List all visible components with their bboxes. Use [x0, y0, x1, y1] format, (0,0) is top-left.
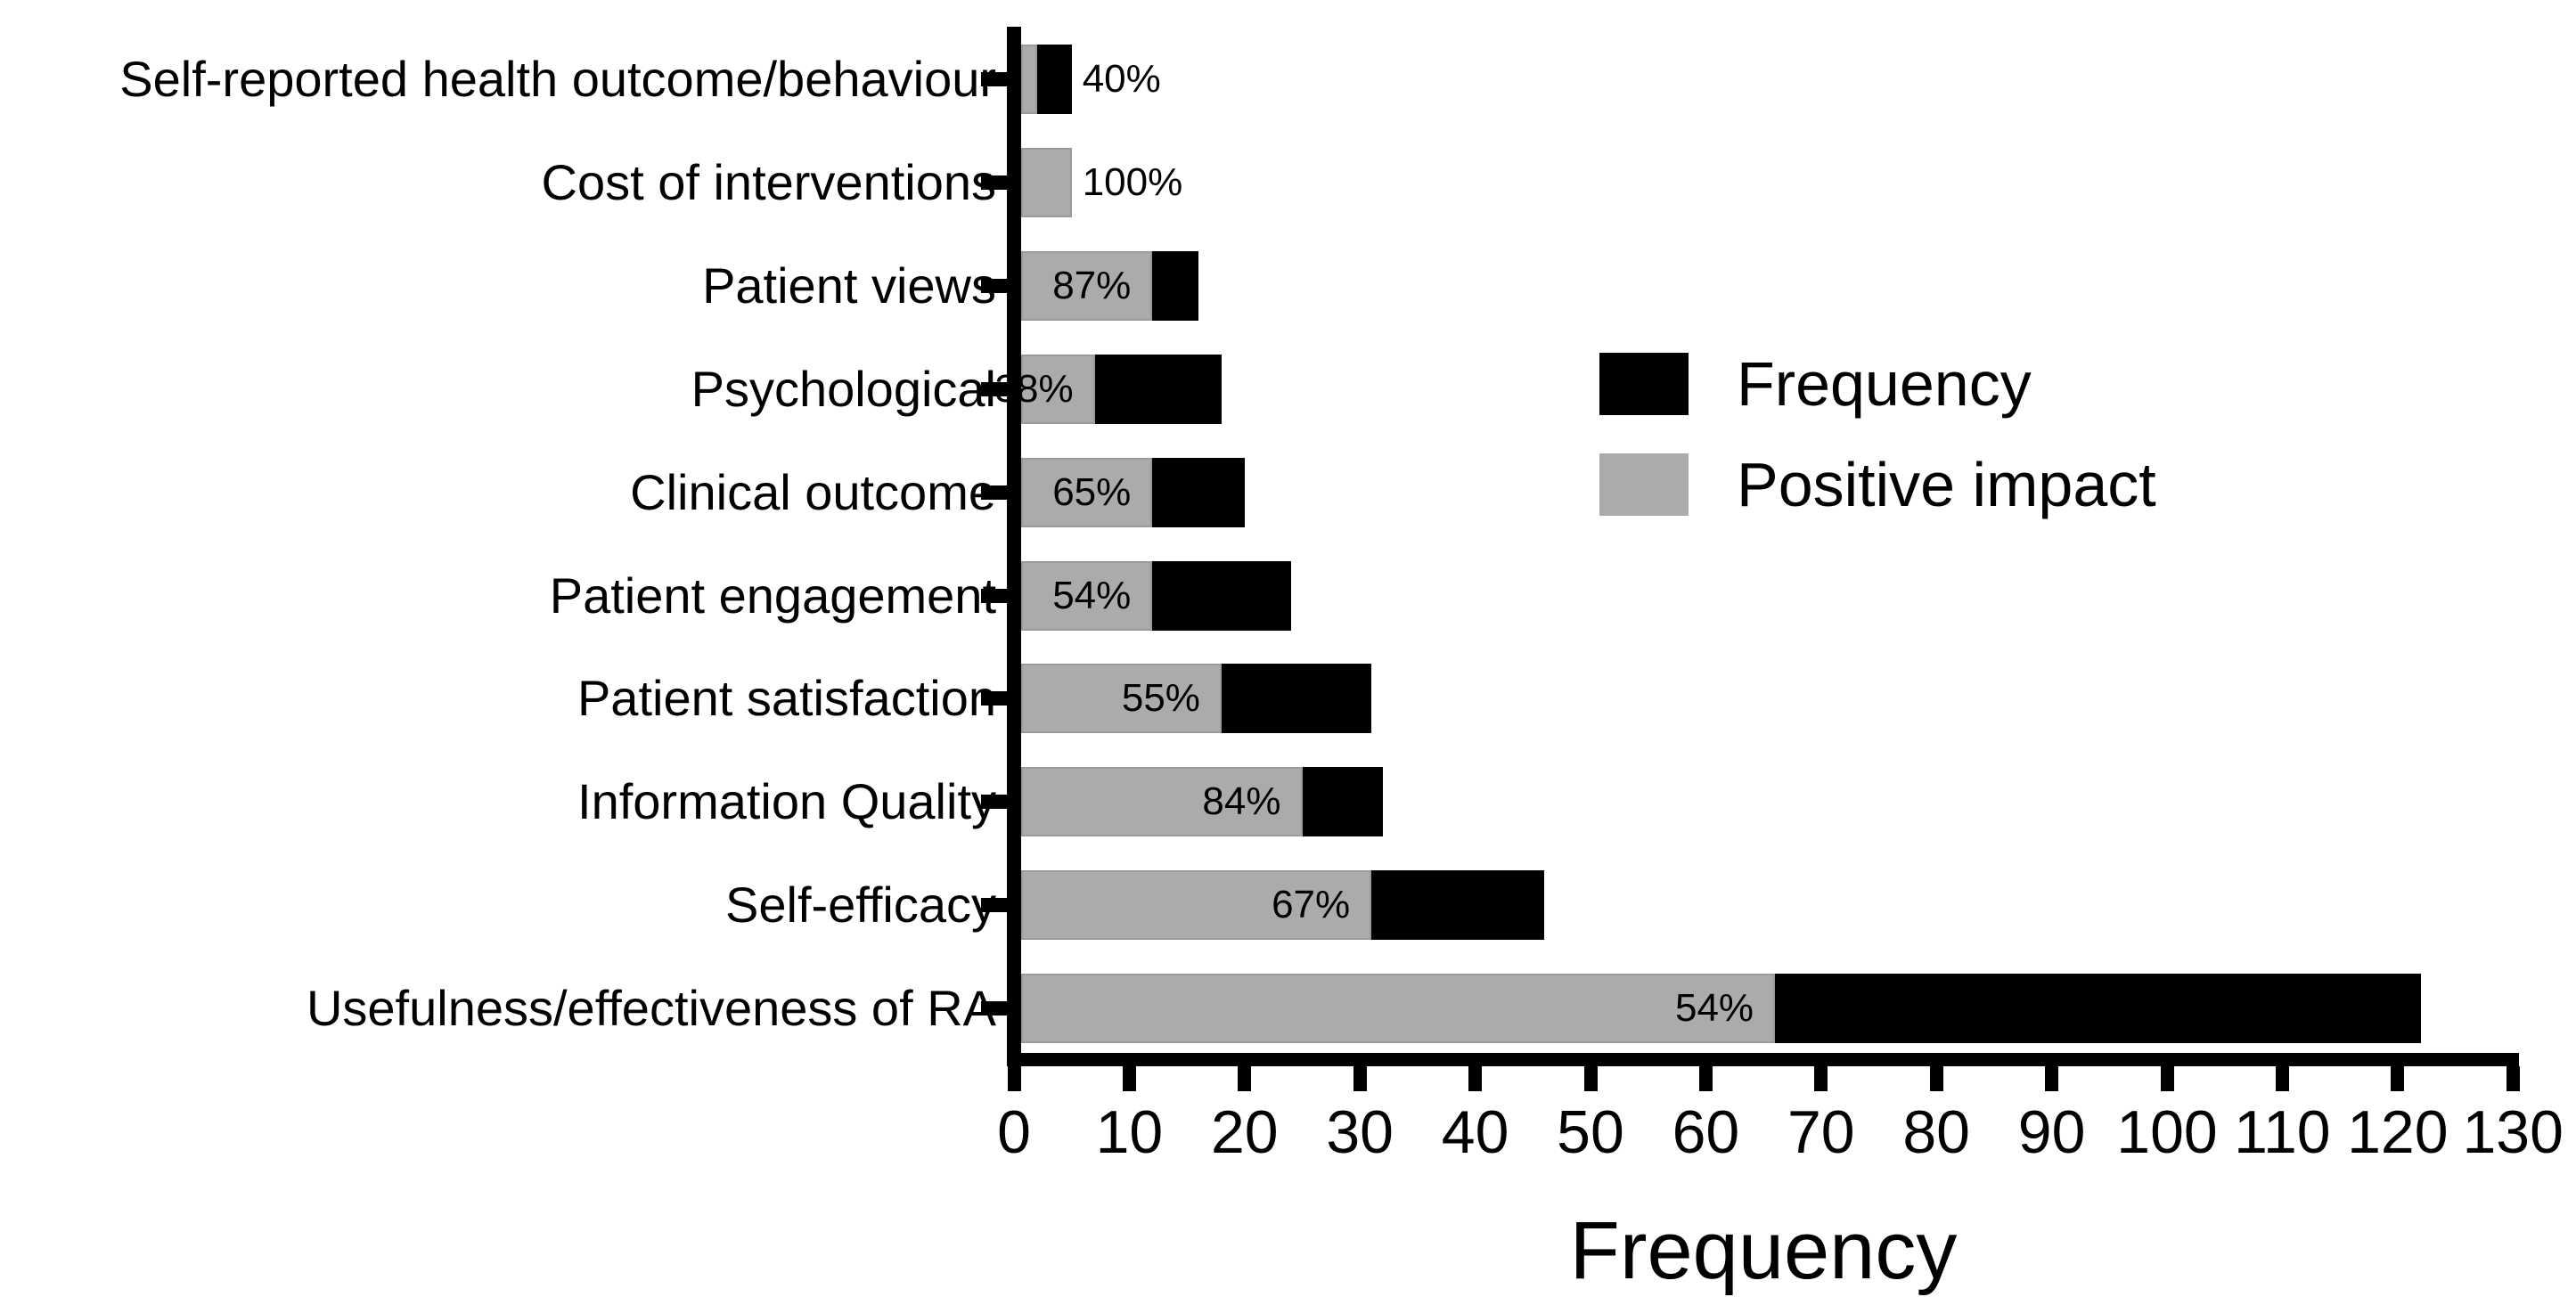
bar-percent-label: 65%	[1052, 470, 1132, 514]
y-axis-tick	[981, 175, 1008, 190]
x-axis-tick-label: 80	[1902, 1098, 1970, 1166]
x-axis-tick-label: 70	[1787, 1098, 1855, 1166]
category-label: Patient engagement	[549, 567, 996, 624]
category-label: Clinical outcome	[630, 464, 996, 520]
x-axis-tick-label: 0	[997, 1098, 1031, 1166]
bar-positive-impact-segment	[1021, 870, 1372, 940]
x-axis-tick	[1814, 1066, 1828, 1091]
bar-percent-label: 54%	[1052, 574, 1132, 617]
bar-positive-impact-segment	[1021, 458, 1153, 527]
y-axis-tick	[981, 485, 1008, 500]
x-axis-tick	[1698, 1066, 1713, 1091]
legend-swatch-positive-impact	[1599, 453, 1689, 516]
bar-frequency-segment	[1094, 355, 1222, 424]
y-axis-tick	[981, 382, 1008, 396]
bar-positive-impact-segment	[1021, 974, 1776, 1043]
bar-percent-label: 87%	[1052, 264, 1132, 307]
legend-item-frequency: Frequency	[1599, 353, 2156, 415]
category-label: Cost of interventions	[541, 154, 996, 210]
x-axis-tick	[2275, 1066, 2289, 1091]
bar-percent-label: 100%	[1082, 160, 1183, 204]
x-axis-tick-label: 110	[2234, 1098, 2331, 1166]
legend-label-positive-impact: Positive impact	[1737, 450, 2156, 519]
bar-percent-label: 84%	[1202, 779, 1281, 823]
x-axis-tick	[1122, 1066, 1136, 1091]
x-axis-title: Frequency	[1569, 1205, 1958, 1296]
x-axis-tick-label: 40	[1441, 1098, 1509, 1166]
y-axis-tick	[981, 279, 1008, 293]
bar-frequency-segment	[1152, 251, 1199, 321]
legend: Frequency Positive impact	[1599, 353, 2156, 554]
y-axis-tick	[981, 72, 1008, 86]
bar-positive-impact-segment	[1021, 561, 1153, 631]
x-axis-tick	[2506, 1066, 2520, 1091]
x-axis-tick-label: 120	[2347, 1098, 2449, 1166]
bar-positive-impact-segment	[1021, 148, 1072, 217]
category-label: Self-efficacy	[725, 877, 996, 933]
y-axis-tick	[981, 691, 1008, 706]
bar-frequency-segment	[1371, 870, 1545, 940]
legend-item-positive-impact: Positive impact	[1599, 453, 2156, 516]
bar-frequency-segment	[1221, 664, 1372, 733]
x-axis-tick-label: 130	[2462, 1098, 2564, 1166]
bar-frequency-segment	[1775, 974, 2421, 1043]
y-axis-tick	[981, 1001, 1008, 1016]
x-axis-tick-label: 20	[1210, 1098, 1279, 1166]
x-axis-tick-label: 30	[1326, 1098, 1394, 1166]
bar-positive-impact-segment	[1021, 767, 1303, 836]
category-label: Self-reported health outcome/behaviour	[119, 51, 996, 107]
x-axis-tick	[1007, 1066, 1021, 1091]
y-axis-tick	[981, 898, 1008, 912]
y-axis-tick	[981, 795, 1008, 809]
x-axis-tick	[1929, 1066, 1943, 1091]
bar-positive-impact-segment	[1021, 664, 1222, 733]
bar-percent-label: 54%	[1674, 986, 1754, 1030]
x-axis-tick	[2045, 1066, 2059, 1091]
bar-positive-impact-segment	[1021, 355, 1095, 424]
x-axis-tick	[2391, 1066, 2405, 1091]
bar-frequency-segment	[1152, 458, 1245, 527]
x-axis-tick-label: 90	[2017, 1098, 2086, 1166]
x-axis-tick	[1238, 1066, 1252, 1091]
category-label: Patient satisfaction	[577, 670, 996, 726]
bar-frequency-segment	[1036, 45, 1072, 114]
y-axis-tick	[981, 589, 1008, 603]
legend-label-frequency: Frequency	[1737, 349, 2032, 419]
category-label: Psychological	[691, 361, 996, 417]
bar-frequency-segment	[1152, 561, 1291, 631]
x-axis-tick-label: 50	[1557, 1098, 1624, 1166]
x-axis-tick	[2160, 1066, 2174, 1091]
x-axis-tick-label: 60	[1672, 1098, 1740, 1166]
bar-percent-label: 67%	[1272, 883, 1351, 926]
bar-percent-label: 38%	[994, 367, 1074, 411]
category-label: Patient views	[702, 257, 996, 314]
bar-frequency-segment	[1302, 767, 1384, 836]
bar-positive-impact-segment	[1021, 45, 1037, 114]
x-axis-tick-label: 10	[1095, 1098, 1164, 1166]
y-axis-spine	[1007, 27, 1021, 1066]
x-axis-tick	[1583, 1066, 1598, 1091]
bar-percent-label: 40%	[1082, 57, 1161, 101]
bar-percent-label: 55%	[1121, 676, 1200, 720]
x-axis-spine	[1007, 1053, 2519, 1066]
legend-swatch-frequency	[1599, 353, 1689, 415]
x-axis-tick	[1353, 1066, 1367, 1091]
category-label: Information Quality	[577, 773, 996, 829]
x-axis-tick-label: 100	[2116, 1098, 2218, 1166]
x-axis-tick	[1468, 1066, 1483, 1091]
bar-positive-impact-segment	[1021, 251, 1153, 321]
category-label: Usefulness/effectiveness of RA	[306, 980, 996, 1036]
